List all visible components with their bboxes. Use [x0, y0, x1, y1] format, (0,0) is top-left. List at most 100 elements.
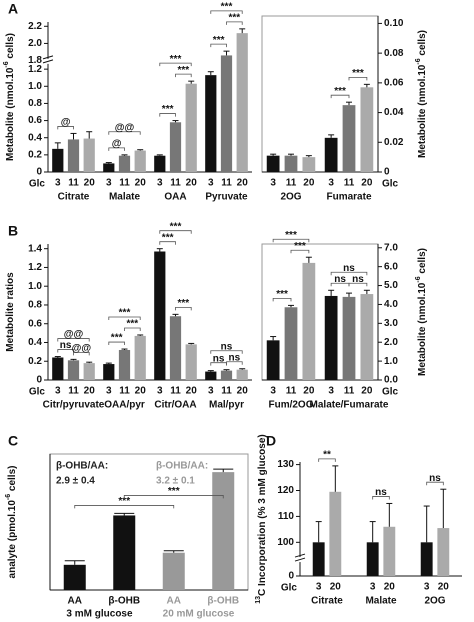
significance-bracket	[210, 43, 227, 48]
y-tick-label: 1.0	[28, 81, 42, 92]
y-tick-label: 0.2	[28, 356, 42, 367]
significance-bracket	[108, 341, 125, 346]
axis-break	[42, 59, 54, 64]
y-tick-label: 120	[277, 485, 294, 496]
y-tick-label: 0	[36, 375, 42, 386]
x-tick-label: 11	[221, 386, 232, 397]
x-tick-label: 20	[361, 178, 373, 189]
significance-bracket	[73, 351, 90, 356]
axis-break	[42, 55, 54, 60]
bar	[324, 295, 338, 380]
y-tick-label: 100	[277, 537, 294, 548]
bar	[118, 155, 131, 172]
y-axis-label: Metabolite (nmol.10-6 cells)	[3, 33, 15, 161]
y-tick-label: 1.4	[28, 243, 42, 254]
significance-label: @@	[115, 122, 135, 133]
significance-label: ***	[111, 333, 123, 344]
y-tick-label: 7.0	[384, 242, 398, 253]
y-axis-label: 13C Incorporation (% 3 mM glucose)	[255, 434, 267, 603]
bar	[118, 349, 131, 380]
significance-bracket	[124, 327, 141, 331]
bar	[83, 138, 95, 172]
bar	[205, 75, 217, 172]
bar	[383, 526, 396, 576]
x-tick-label: 20	[330, 582, 342, 593]
y-axis-label-part: Metabolite ratios	[5, 272, 16, 352]
x-tick-label: 11	[286, 386, 297, 397]
y-tick-label: 0.8	[28, 98, 42, 109]
y-tick-label: 0	[36, 167, 42, 178]
significance-bracket	[159, 241, 176, 245]
x-tick-label: 3	[424, 582, 430, 593]
y-axis-label: analyte (pmol.10-6 cells)	[5, 466, 17, 579]
glc-label: Glc	[29, 387, 46, 398]
significance-label: ***	[127, 319, 139, 330]
significance-label: ns	[352, 274, 364, 285]
group-label: 2OG	[280, 192, 301, 203]
bar	[169, 122, 182, 172]
bar	[67, 360, 80, 380]
y-axis-label-part: cells)	[7, 466, 18, 494]
x-tick-label: 3	[106, 178, 112, 189]
significance-bracket	[348, 282, 368, 287]
x-tick-label: 20	[186, 178, 198, 189]
group-label: Pyruvate	[205, 192, 248, 203]
significance-label: ns	[334, 274, 346, 285]
significance-label: ***	[221, 1, 233, 12]
glc-label: Glc	[382, 387, 399, 398]
significance-bracket	[108, 131, 141, 135]
significance-bracket	[74, 505, 175, 509]
y-tick-label: 1.2	[28, 64, 42, 75]
significance-bracket	[159, 230, 192, 234]
glc-label: Glc	[29, 179, 46, 190]
x-tick-label: AA	[167, 596, 181, 607]
bar	[360, 294, 374, 380]
x-tick-label: β-OHB	[207, 596, 239, 607]
bar	[266, 155, 280, 172]
bar	[185, 83, 197, 172]
y-axis-label-part: 13	[255, 596, 262, 604]
note-title: β-OHB/AA:	[156, 461, 208, 472]
significance-label: ns	[429, 473, 441, 484]
significance-bracket	[330, 94, 350, 99]
significance-bracket	[175, 306, 192, 311]
significance-label: ***	[119, 308, 131, 319]
x-tick-label: 20	[84, 386, 96, 397]
x-tick-label: 11	[221, 178, 232, 189]
note-text: 2.9 ± 0.4	[56, 476, 95, 487]
x-tick-label: 20	[84, 178, 96, 189]
group-label: Mal/pyr	[209, 400, 244, 411]
y-axis-label-part: -6	[5, 494, 12, 500]
significance-bracket	[57, 338, 90, 342]
significance-bracket	[318, 458, 336, 462]
bar	[302, 262, 316, 380]
significance-bracket	[123, 495, 224, 499]
bar	[52, 148, 64, 172]
x-tick-label: 3	[208, 178, 214, 189]
significance-bracket	[290, 249, 310, 254]
y-tick-label: 0.10	[384, 18, 404, 29]
bar	[162, 552, 185, 590]
significance-label: ns	[60, 340, 72, 351]
bar	[220, 55, 233, 172]
y-tick-label: 0.06	[384, 77, 404, 88]
note-title: β-OHB/AA:	[56, 461, 108, 472]
significance-label: ***	[276, 289, 288, 300]
y-axis-label-part: cells)	[417, 30, 428, 58]
significance-bracket	[272, 297, 292, 302]
x-tick-label: 20	[361, 386, 373, 397]
bar	[360, 87, 374, 172]
y-tick-label: 1.2	[28, 262, 42, 273]
bar	[154, 251, 166, 380]
significance-bracket	[210, 350, 243, 354]
bar	[169, 316, 182, 380]
axis-break	[294, 557, 306, 562]
significance-label: ***	[178, 65, 190, 76]
glc-label: Glc	[382, 179, 399, 190]
y-tick-label: 0.6	[28, 115, 42, 126]
y-tick-label: 0.02	[384, 137, 404, 148]
significance-label: ***	[170, 54, 182, 65]
significance-bracket	[175, 73, 192, 78]
y-tick-label: 0.8	[28, 300, 42, 311]
